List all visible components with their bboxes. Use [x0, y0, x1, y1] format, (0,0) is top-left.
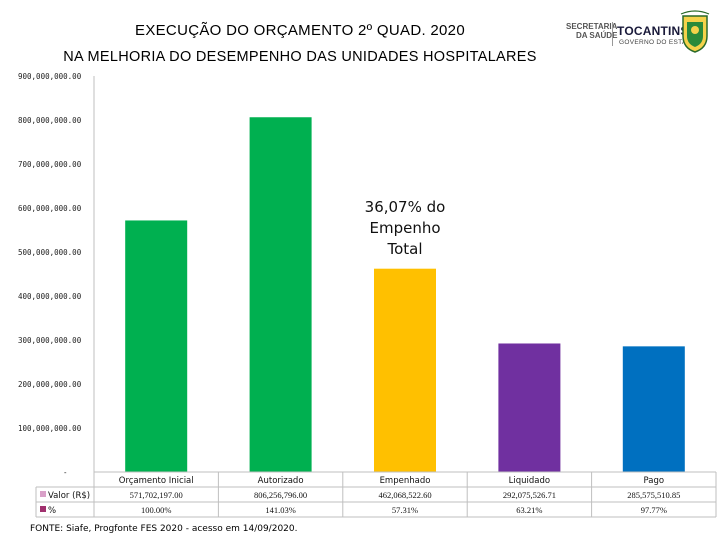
- y-tick-label: 900,000,000.00: [18, 72, 82, 81]
- table-cell-value: 100.00%: [141, 505, 171, 515]
- secretaria-logo-text: SECRETARIA DA SAÚDE: [566, 22, 617, 40]
- table-row-legend-marker: [40, 506, 46, 512]
- table-cell-value: 97.77%: [641, 505, 667, 515]
- governo-logo-text: GOVERNO DO ESTADO: [619, 39, 697, 46]
- y-tick-label: -: [63, 468, 68, 477]
- y-tick-label: 200,000,000.00: [18, 380, 82, 389]
- x-category-label: Liquidado: [509, 476, 550, 486]
- table-row-label: Valor (R$): [48, 491, 90, 501]
- bar-2: [249, 117, 312, 472]
- y-tick-label: 500,000,000.00: [18, 248, 82, 257]
- chart-subtitle: NA MELHORIA DO DESEMPENHO DAS UNIDADES H…: [63, 49, 537, 65]
- y-tick-label: 400,000,000.00: [18, 292, 82, 301]
- table-cell-value: 141.03%: [265, 505, 295, 515]
- bar-3: [374, 268, 436, 472]
- y-tick-label: 100,000,000.00: [18, 424, 82, 433]
- x-category-label: Pago: [644, 476, 665, 486]
- chart-title: EXECUÇÃO DO ORÇAMENTO 2º QUAD. 2020: [135, 22, 465, 39]
- annotation-text: Empenho: [369, 219, 440, 237]
- y-tick-label: 300,000,000.00: [18, 336, 82, 345]
- secretaria-line2: DA SAÚDE: [575, 31, 618, 40]
- y-tick-label: 600,000,000.00: [18, 204, 82, 213]
- table-cell-value: 462,068,522.60: [378, 490, 431, 500]
- table-cell-value: 285,575,510.85: [627, 490, 680, 500]
- bar-1: [125, 220, 188, 472]
- table-row-label: %: [48, 506, 56, 516]
- x-category-label: Autorizado: [258, 476, 304, 486]
- table-row-legend-marker: [40, 491, 46, 497]
- x-category-label: Empenhado: [380, 476, 431, 486]
- bar-4: [498, 343, 561, 472]
- annotation-text: 36,07% do: [365, 198, 446, 216]
- y-tick-label: 700,000,000.00: [18, 160, 82, 169]
- x-category-label: Orçamento Inicial: [119, 476, 194, 486]
- table-cell-value: 571,702,197.00: [130, 490, 183, 500]
- coat-of-arms-icon: [680, 10, 710, 53]
- logo-separator: [612, 22, 613, 46]
- tocantins-logo-text: TOCANTINS: [617, 24, 689, 38]
- bar-5: [622, 346, 685, 472]
- table-cell-value: 806,256,796.00: [254, 490, 307, 500]
- source-note: FONTE: Siafe, Progfonte FES 2020 - acess…: [30, 524, 298, 534]
- table-cell-value: 63.21%: [516, 505, 542, 515]
- y-tick-label: 800,000,000.00: [18, 116, 82, 125]
- secretaria-line1: SECRETARIA: [566, 22, 618, 31]
- annotation-text: Total: [386, 240, 422, 258]
- table-cell-value: 292,075,526.71: [503, 490, 556, 500]
- table-cell-value: 57.31%: [392, 505, 418, 515]
